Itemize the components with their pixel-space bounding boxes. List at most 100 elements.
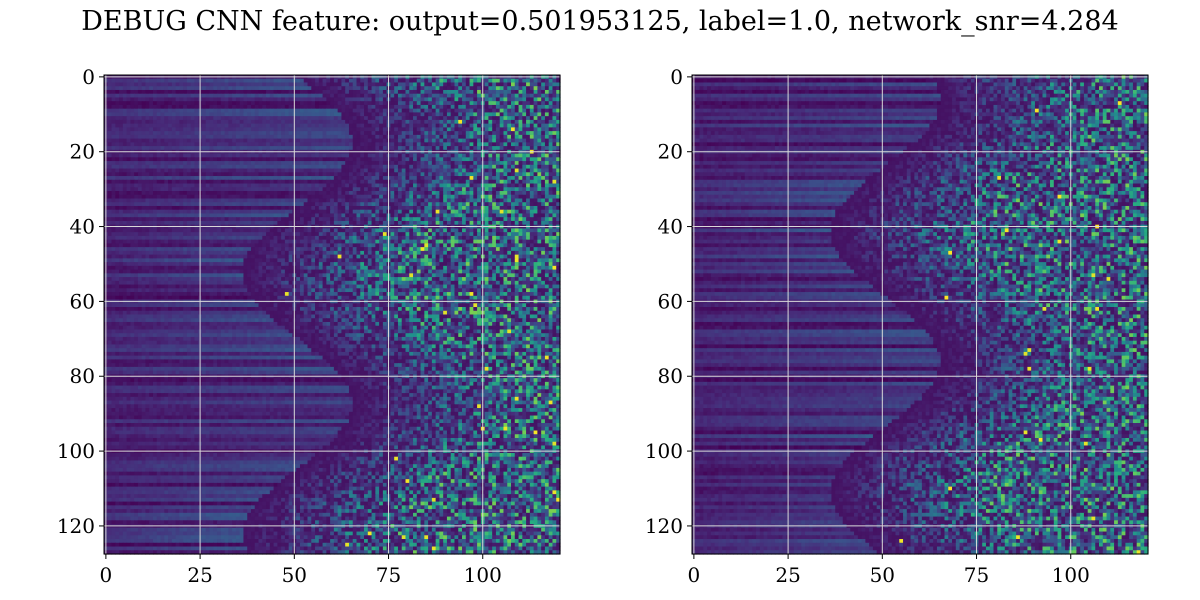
- heatmap-cell: [323, 195, 327, 199]
- heatmap-cell: [541, 191, 545, 195]
- heatmap-cell: [334, 198, 338, 202]
- heatmap-cell: [296, 206, 300, 210]
- heatmap-cell: [115, 139, 119, 143]
- heatmap-cell: [134, 105, 138, 109]
- heatmap-cell: [334, 120, 338, 124]
- heatmap-cell: [191, 157, 195, 161]
- heatmap-cell: [326, 105, 330, 109]
- heatmap-cell: [285, 124, 289, 128]
- heatmap-cell: [266, 146, 270, 150]
- heatmap-cell: [194, 105, 198, 109]
- heatmap-cell: [262, 116, 266, 120]
- heatmap-cell: [326, 154, 330, 158]
- heatmap-cell: [334, 169, 338, 173]
- heatmap-cell: [202, 112, 206, 116]
- heatmap-cell: [402, 206, 406, 210]
- heatmap-cell: [232, 202, 236, 206]
- heatmap-cell: [221, 217, 225, 221]
- heatmap-cell: [458, 135, 462, 139]
- heatmap-cell: [549, 127, 553, 131]
- heatmap-cell: [496, 105, 500, 109]
- heatmap-cell: [473, 176, 477, 180]
- heatmap-cell: [488, 172, 492, 176]
- heatmap-cell: [270, 217, 274, 221]
- heatmap-cell: [274, 105, 278, 109]
- heatmap-cell: [330, 97, 334, 101]
- heatmap-cell: [202, 180, 206, 184]
- heatmap-cell: [485, 139, 489, 143]
- heatmap-cell: [311, 191, 315, 195]
- heatmap-cell: [334, 213, 338, 217]
- heatmap-cell: [353, 157, 357, 161]
- heatmap-cell: [138, 142, 142, 146]
- heatmap-cell: [417, 146, 421, 150]
- heatmap-cell: [127, 176, 131, 180]
- heatmap-cell: [213, 213, 217, 217]
- heatmap-cell: [417, 109, 421, 113]
- heatmap-cell: [447, 157, 451, 161]
- heatmap-cell: [353, 139, 357, 143]
- heatmap-cell: [360, 139, 364, 143]
- heatmap-cell: [323, 157, 327, 161]
- heatmap-cell: [274, 94, 278, 98]
- heatmap-cell: [372, 139, 376, 143]
- heatmap-cell: [432, 154, 436, 158]
- heatmap-cell: [119, 154, 123, 158]
- heatmap-cell: [507, 142, 511, 146]
- heatmap-cell: [304, 195, 308, 199]
- heatmap-cell: [281, 195, 285, 199]
- heatmap-cell: [243, 112, 247, 116]
- heatmap-cell: [145, 127, 149, 131]
- heatmap-cell: [285, 139, 289, 143]
- heatmap-cell: [402, 146, 406, 150]
- heatmap-cell: [315, 139, 319, 143]
- heatmap-cell: [353, 198, 357, 202]
- heatmap-cell: [130, 169, 134, 173]
- heatmap-cell: [424, 127, 428, 131]
- heatmap-cell: [202, 191, 206, 195]
- heatmap-cell: [187, 172, 191, 176]
- heatmap-cell: [145, 161, 149, 165]
- heatmap-cell: [311, 172, 315, 176]
- heatmap-cell: [296, 202, 300, 206]
- heatmap-cell: [398, 79, 402, 83]
- heatmap-cell: [485, 213, 489, 217]
- heatmap-cell: [262, 131, 266, 135]
- heatmap-cell: [240, 187, 244, 191]
- heatmap-cell: [262, 154, 266, 158]
- heatmap-cell: [541, 210, 545, 214]
- heatmap-cell: [409, 157, 413, 161]
- heatmap-cell: [409, 109, 413, 113]
- heatmap-cell: [379, 116, 383, 120]
- heatmap-cell: [515, 97, 519, 101]
- heatmap-cell: [243, 221, 247, 225]
- heatmap-cell: [421, 157, 425, 161]
- heatmap-cell: [289, 112, 293, 116]
- heatmap-cell: [191, 94, 195, 98]
- heatmap-cell: [119, 127, 123, 131]
- heatmap-cell: [172, 116, 176, 120]
- heatmap-cell: [375, 202, 379, 206]
- heatmap-cell: [210, 124, 214, 128]
- heatmap-cell: [390, 169, 394, 173]
- heatmap-cell: [379, 131, 383, 135]
- heatmap-cell: [308, 82, 312, 86]
- heatmap-cell: [304, 191, 308, 195]
- heatmap-cell: [334, 139, 338, 143]
- heatmap-cell: [477, 198, 481, 202]
- heatmap-cell: [436, 109, 440, 113]
- heatmap-cell: [164, 142, 168, 146]
- heatmap-cell: [255, 184, 259, 188]
- heatmap-cell: [296, 116, 300, 120]
- heatmap-cell: [485, 210, 489, 214]
- heatmap-cell: [402, 191, 406, 195]
- heatmap-cell: [496, 154, 500, 158]
- heatmap-cell: [515, 90, 519, 94]
- heatmap-cell: [345, 146, 349, 150]
- heatmap-cell: [357, 105, 361, 109]
- heatmap-cell: [187, 112, 191, 116]
- heatmap-cell: [149, 157, 153, 161]
- heatmap-cell: [338, 165, 342, 169]
- heatmap-cell: [138, 124, 142, 128]
- heatmap-cell: [534, 176, 538, 180]
